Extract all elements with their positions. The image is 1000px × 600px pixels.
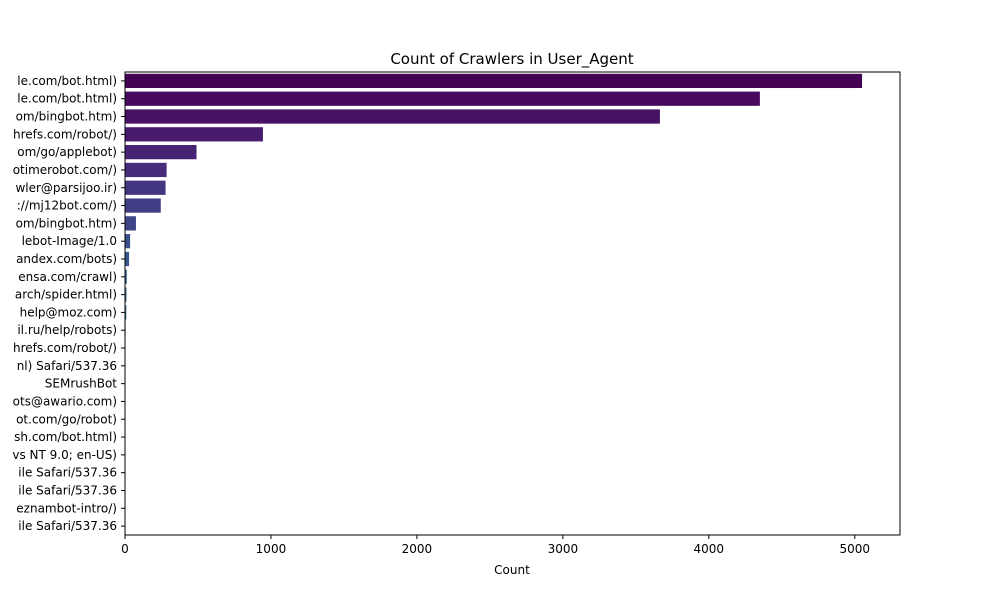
x-tick-label: 2000 (402, 542, 433, 556)
y-tick-label: ot.com/go/robot) (16, 412, 117, 426)
y-tick-label: eznambot-intro/) (16, 501, 117, 515)
y-tick-label: ile Safari/537.36 (18, 466, 117, 480)
bar-12 (125, 287, 127, 302)
y-tick-label: il.ru/help/robots) (17, 323, 117, 337)
bars-group (125, 73, 863, 534)
y-tick-label: help@moz.com) (20, 305, 117, 319)
y-tick-label: vs NT 9.0; en-US) (12, 448, 117, 462)
x-tick-label: 0 (121, 542, 129, 556)
y-axis-ticks: le.com/bot.html) le.com/bot.html) om/bingb… (12, 74, 125, 533)
x-tick-label: 5000 (839, 542, 870, 556)
y-tick-label: andex.com/bots) (16, 252, 117, 266)
bar-13 (125, 305, 127, 320)
y-tick-label: om/go/applebot) (17, 145, 117, 159)
y-tick-label: arch/spider.html) (15, 288, 117, 302)
bar-3 (125, 127, 263, 142)
x-tick-label: 3000 (548, 542, 579, 556)
x-tick-label: 1000 (256, 542, 287, 556)
y-tick-label: om/bingbot.htm) (16, 216, 117, 230)
bar-6 (125, 180, 166, 195)
y-tick-label: lebot-Image/1.0 (22, 234, 117, 248)
y-tick-label: om/bingbot.htm) (16, 110, 117, 124)
bar-10 (125, 251, 130, 267)
y-tick-label: ile Safari/537.36 (18, 483, 117, 497)
y-tick-label: SEMrushBot (45, 377, 118, 391)
y-tick-label: ots@awario.com) (13, 394, 117, 408)
bar-8 (125, 216, 136, 231)
y-tick-label: le.com/bot.html) (17, 92, 117, 106)
y-tick-label: otimerobot.com/) (13, 163, 117, 177)
x-tick-label: 4000 (694, 542, 725, 556)
y-tick-label: ://mj12bot.com/) (17, 199, 117, 213)
y-tick-label: sh.com/bot.html) (14, 430, 117, 444)
plot-frame (124, 71, 901, 536)
chart-title: Count of Crawlers in User_Agent (390, 50, 633, 69)
y-tick-label: hrefs.com/robot/) (13, 127, 117, 141)
bar-5 (125, 162, 167, 178)
bar-4 (125, 145, 197, 160)
x-axis-ticks: 0 1000 2000 3000 4000 5000 (121, 535, 870, 556)
bar-7 (125, 198, 161, 213)
y-tick-label: hrefs.com/robot/) (13, 341, 117, 355)
bar-0 (125, 73, 863, 89)
y-tick-label: nl) Safari/537.36 (17, 359, 117, 373)
bar-9 (125, 234, 131, 249)
y-tick-label: le.com/bot.html) (17, 74, 117, 88)
y-tick-label: wler@parsijoo.ir) (15, 181, 117, 195)
y-tick-label: ile Safari/537.36 (18, 519, 117, 533)
y-tick-label: ensa.com/crawl) (18, 270, 117, 284)
x-axis-label: Count (494, 563, 530, 577)
bar-1 (125, 91, 760, 106)
bar-11 (125, 269, 127, 284)
bar-2 (125, 109, 660, 124)
